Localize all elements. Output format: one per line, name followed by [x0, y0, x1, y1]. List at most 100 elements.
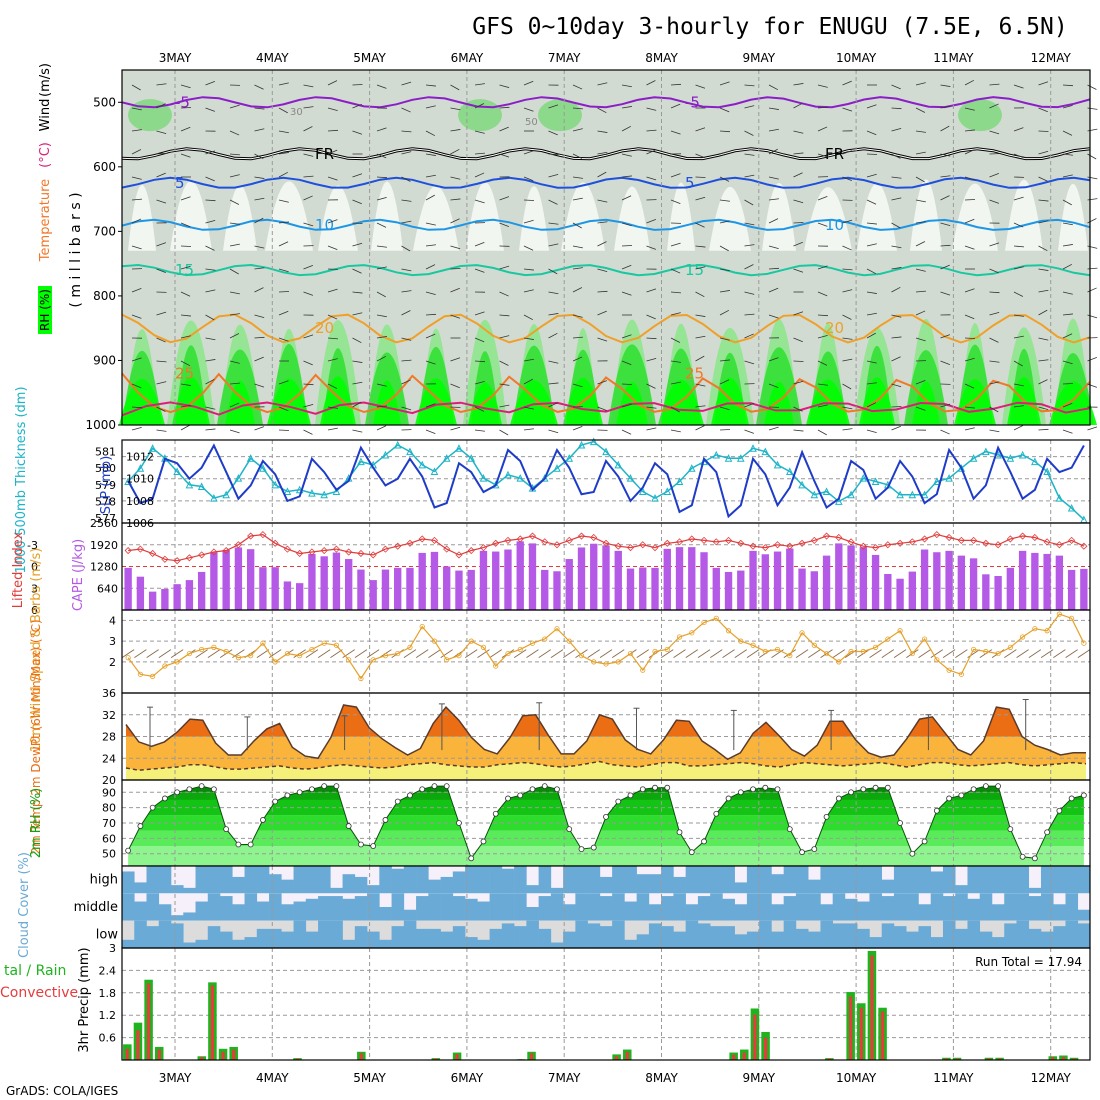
cloud-high-bar — [930, 871, 944, 894]
wind-barb — [719, 406, 730, 411]
wind-barb — [401, 107, 411, 113]
wind-barb — [940, 84, 951, 87]
cloud-low-bar — [293, 920, 307, 948]
wind-barb — [866, 104, 877, 109]
wind-speed-point — [297, 653, 303, 659]
precip-convective-bar — [732, 1054, 736, 1060]
wind-barb — [254, 267, 265, 270]
wind-barb — [768, 148, 778, 155]
wind-barb — [499, 360, 509, 366]
wind-barb — [254, 426, 265, 431]
wind-barb — [817, 404, 828, 408]
cloud-middle-bar — [550, 893, 564, 921]
wind-barb — [744, 291, 755, 295]
temp-fill — [126, 705, 1086, 771]
wind-barb — [989, 173, 999, 178]
panel-frame — [121, 609, 1091, 694]
wind-barb — [891, 245, 902, 249]
lifted-index-point — [663, 539, 671, 547]
wind-barb — [621, 429, 632, 435]
wind-barb — [891, 314, 902, 318]
wind-barb — [327, 427, 338, 431]
cloud-low-bar — [771, 931, 784, 948]
slp-tick: 1008 — [126, 495, 154, 508]
wind-barb — [499, 335, 510, 339]
surface-wind-barb — [722, 649, 735, 658]
cloud-layer-label: low — [96, 927, 119, 942]
thickness-point — [724, 454, 733, 462]
wind-barb — [1062, 130, 1073, 136]
wind-barb — [1038, 428, 1049, 431]
wind-speed-point — [125, 655, 131, 661]
wind-barb — [499, 404, 510, 408]
date-label-top: 7MAY — [548, 51, 581, 65]
cloud-high-bar — [1065, 866, 1079, 894]
wind-barb — [425, 174, 436, 178]
wind-barb — [1038, 176, 1048, 182]
wind-barb — [352, 84, 363, 86]
precip-convective-bar — [880, 1011, 885, 1060]
lifted-index-point — [773, 541, 782, 549]
wind-barb — [474, 406, 485, 412]
cloud-high-bar — [783, 866, 797, 894]
wind-barb — [548, 429, 559, 434]
isotherm-line — [121, 176, 1091, 189]
wind-barb — [352, 401, 362, 408]
wind-barb — [303, 291, 314, 296]
cape-bar — [320, 556, 328, 610]
precip-tick: 2.4 — [99, 964, 117, 977]
cloud-low-bar — [783, 920, 797, 948]
cloud-low-bar — [122, 939, 135, 948]
lifted-index-point — [1019, 532, 1027, 540]
cape-bar — [847, 545, 855, 610]
cape-bar — [332, 552, 341, 610]
pressure-axis-label: ( m i l l i b a r s ) — [68, 192, 84, 307]
wind-speed-point — [309, 646, 315, 653]
rh-point — [897, 820, 903, 826]
wind-speed-point — [444, 657, 450, 663]
cloud-low-bar — [538, 928, 552, 948]
precip-convective-bar — [997, 1058, 1002, 1060]
cloud-low-bar — [501, 923, 515, 948]
isotherm-label: 20 — [825, 319, 844, 337]
wind-barb — [964, 245, 975, 250]
wind-barb — [817, 291, 828, 297]
wind-barb — [572, 107, 583, 110]
rh-point — [933, 807, 940, 814]
wind-barb — [401, 130, 412, 133]
surface-wind-barb — [477, 649, 490, 658]
cloud-middle-bar — [722, 898, 735, 921]
wind-barb — [842, 107, 853, 112]
wind-barb — [915, 310, 926, 316]
wind-barb — [131, 288, 142, 293]
wind-barb — [891, 406, 902, 408]
cloud-middle-bar — [269, 893, 282, 921]
wind-barb — [548, 268, 558, 275]
lifted-index-point — [504, 536, 512, 544]
wind-barb — [1013, 405, 1024, 408]
wind-barb — [719, 199, 730, 202]
rh-point — [578, 846, 585, 853]
wind-barb — [523, 428, 534, 431]
rh-contour-fill — [415, 378, 457, 425]
wind-barb — [376, 127, 387, 132]
wind-barb — [817, 106, 828, 109]
wind-barb — [278, 268, 289, 273]
surface-wind-barb — [673, 649, 686, 658]
wind-speed-point — [186, 650, 192, 657]
wind-barb — [523, 245, 534, 251]
wind-barb — [327, 288, 338, 293]
wind-barb — [744, 199, 754, 206]
cape-bar — [896, 578, 904, 610]
cloud-middle-bar — [379, 907, 392, 921]
lifted-index-point — [406, 539, 414, 547]
precip-convective-bar — [849, 996, 853, 1060]
cloud-low-bar — [220, 931, 233, 948]
cloud-high-bar — [808, 879, 821, 894]
cape-lifted-index-panel: -3 0 3 6 640 1280 1920 2560 Lifted Index CAPE (J/… — [11, 517, 1091, 617]
wind-barb — [915, 151, 926, 155]
li-tick: 0 — [31, 561, 38, 574]
wind-barb — [327, 314, 338, 320]
surface-wind-barb — [734, 649, 748, 658]
slp-tick: 1012 — [126, 451, 154, 464]
